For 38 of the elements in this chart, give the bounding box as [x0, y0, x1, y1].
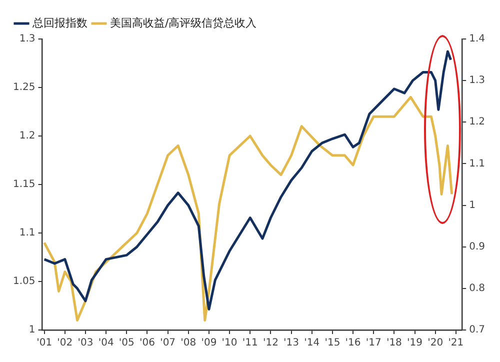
y-tick-label: 1.1 — [19, 228, 36, 239]
y-tick-label: 1.25 — [13, 82, 36, 94]
x-tick-label: '16 — [345, 338, 361, 349]
y2-tick-label: 0.8 — [469, 283, 486, 294]
x-tick-label: '11 — [242, 338, 258, 349]
y2-tick-label: 1.4 — [469, 34, 486, 45]
x-tick-label: '02 — [57, 338, 73, 349]
x-tick-label: '12 — [262, 338, 278, 349]
x-tick-label: '17 — [366, 338, 382, 349]
y-tick-label: 1.05 — [13, 276, 36, 288]
x-tick-label: '15 — [324, 338, 340, 349]
x-tick-label: '10 — [222, 338, 238, 349]
y2-tick-label: 1.3 — [469, 75, 486, 86]
y-tick-label: 1.15 — [13, 179, 36, 190]
y2-tick-label: 1 — [469, 200, 476, 211]
x-tick-label: '04 — [98, 338, 114, 349]
y2-tick-label: 0.7 — [469, 324, 486, 336]
y-tick-label: 1.3 — [19, 34, 36, 45]
y2-tick-label: 1.2 — [469, 116, 486, 128]
legend-label: 总回报指数 — [32, 16, 88, 30]
x-tick-label: '06 — [139, 338, 155, 349]
x-tick-label: '20 — [428, 338, 444, 349]
x-tick-label: '13 — [284, 338, 300, 349]
x-tick-label: '08 — [180, 338, 196, 349]
x-tick-label: '07 — [160, 338, 176, 349]
y-tick-label: 1 — [28, 324, 36, 336]
x-tick-label: '21 — [448, 338, 464, 349]
x-tick-label: '01 — [36, 338, 52, 349]
legend-label: 美国高收益/高评级信贷总收入 — [110, 16, 257, 30]
x-tick-label: '19 — [407, 338, 423, 349]
y2-tick-label: 1.1 — [469, 158, 486, 170]
y-tick-label: 1.2 — [19, 130, 36, 142]
x-tick-label: '05 — [118, 338, 134, 349]
y2-tick-label: 0.9 — [469, 241, 486, 252]
x-tick-label: '09 — [201, 338, 217, 349]
x-tick-label: '14 — [304, 338, 320, 349]
x-tick-label: '18 — [386, 338, 402, 349]
x-tick-label: '03 — [78, 338, 94, 349]
